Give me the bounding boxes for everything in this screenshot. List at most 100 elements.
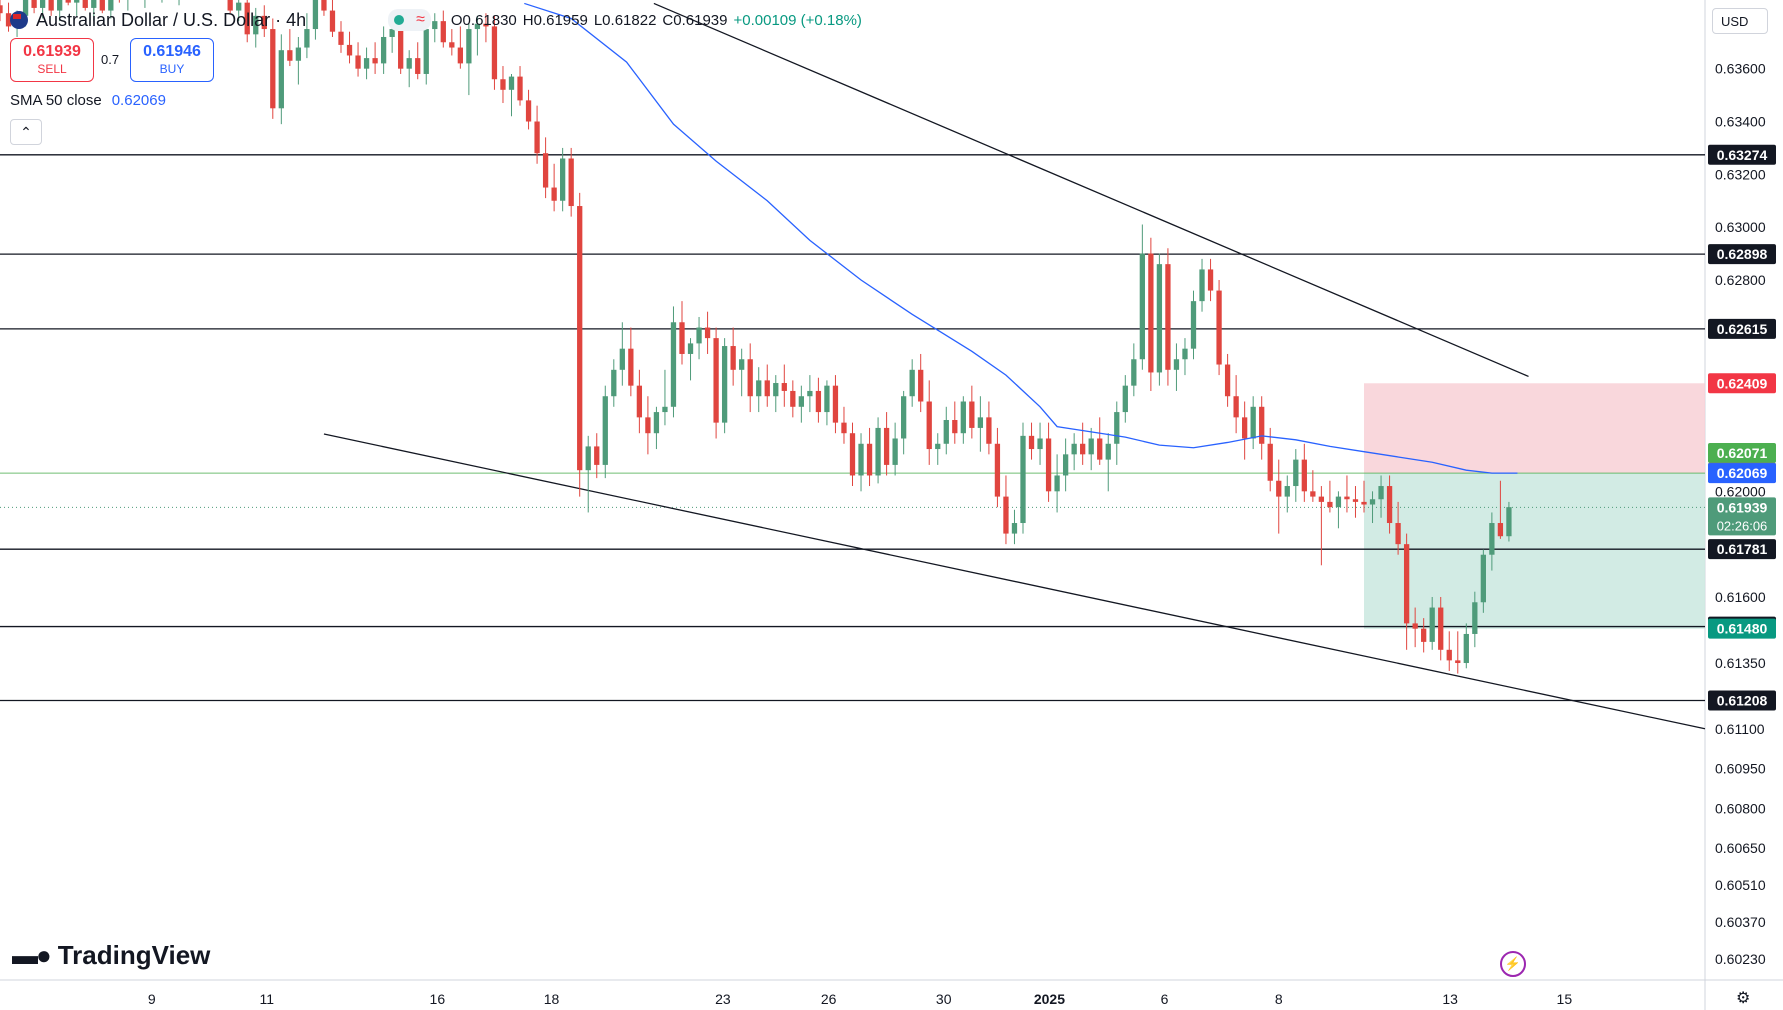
tradingview-logo[interactable]: ▬● TradingView bbox=[12, 940, 210, 971]
candle-body bbox=[542, 153, 549, 188]
symbol-title[interactable]: Australian Dollar / U.S. Dollar · 4h bbox=[36, 9, 307, 30]
candle-body bbox=[91, 0, 97, 8]
wave-icon: ≈ bbox=[416, 11, 425, 28]
candle-body bbox=[858, 443, 864, 476]
candle-body bbox=[1497, 523, 1504, 537]
candle-body bbox=[568, 158, 574, 207]
candle-body bbox=[1403, 544, 1410, 624]
candle-body bbox=[22, 0, 29, 16]
time-axis: 9 11 16 18 23 26 30 2025 6 8 13 15 bbox=[148, 991, 1572, 1007]
candle-body bbox=[432, 21, 438, 30]
candle-body bbox=[986, 417, 992, 444]
candle-body bbox=[1250, 406, 1256, 439]
candle-body bbox=[57, 0, 63, 11]
countdown-text: 02:26:06 bbox=[1717, 518, 1768, 533]
candle-body bbox=[1148, 253, 1154, 373]
candle-body bbox=[1335, 496, 1342, 508]
candle-body bbox=[926, 401, 932, 450]
candle-body bbox=[1412, 623, 1418, 629]
candle-body bbox=[662, 406, 668, 413]
candle-body bbox=[380, 36, 387, 64]
candle-body bbox=[1182, 348, 1188, 360]
candle-body bbox=[295, 47, 302, 61]
candle-body bbox=[901, 396, 907, 439]
buy-button[interactable]: 0.61946 BUY bbox=[130, 38, 214, 82]
sell-price: 0.61939 bbox=[23, 43, 81, 60]
candle-body bbox=[1369, 499, 1376, 505]
candle-body bbox=[1054, 475, 1060, 492]
candle-body bbox=[398, 29, 404, 69]
price-tick-label: 0.62000 bbox=[1715, 483, 1766, 499]
candle-body bbox=[1131, 359, 1137, 386]
candle-body bbox=[798, 396, 804, 407]
candle-body bbox=[1438, 607, 1444, 650]
candle-body bbox=[483, 23, 489, 27]
status-indicators[interactable]: ≈ bbox=[388, 9, 431, 31]
lightning-icon[interactable]: ⚡ bbox=[1500, 951, 1526, 977]
candle-body bbox=[1463, 633, 1469, 664]
price-tag-text: 0.62409 bbox=[1717, 375, 1768, 391]
candle-body bbox=[611, 369, 617, 397]
candle-body bbox=[730, 346, 736, 370]
candle-body bbox=[636, 385, 643, 418]
candle-body bbox=[1114, 412, 1120, 444]
price-tick-label: 0.62800 bbox=[1715, 272, 1766, 288]
candle-body bbox=[1327, 501, 1333, 508]
candle-body bbox=[824, 385, 830, 413]
candle-body bbox=[329, 10, 336, 32]
candle-body bbox=[1207, 269, 1214, 291]
price-tick-label: 0.63200 bbox=[1715, 166, 1766, 182]
candle-body bbox=[943, 420, 949, 444]
candle-body bbox=[1224, 364, 1231, 397]
collapse-legend-button[interactable]: ⌃ bbox=[10, 119, 42, 145]
price-tick-label: 0.60650 bbox=[1715, 840, 1766, 856]
ohlc-readout: O0.61830 H0.61959 L0.61822 C0.61939 +0.0… bbox=[451, 12, 862, 29]
time-tick-label: 16 bbox=[430, 991, 446, 1007]
candle-body bbox=[645, 417, 651, 434]
ohlc-close: C0.61939 bbox=[662, 11, 728, 29]
candle-body bbox=[849, 433, 856, 476]
candle-body bbox=[1352, 499, 1359, 502]
level-tag-box bbox=[1708, 690, 1776, 711]
candle-body bbox=[1446, 649, 1452, 661]
candle-body bbox=[1386, 486, 1393, 524]
buy-price: 0.61946 bbox=[143, 43, 201, 60]
sell-button[interactable]: 0.61939 SELL bbox=[10, 38, 94, 82]
candle-body bbox=[363, 58, 370, 69]
market-open-icon bbox=[394, 15, 405, 25]
candle-body bbox=[31, 0, 37, 8]
candle-body bbox=[1301, 459, 1307, 492]
candle-body bbox=[270, 29, 276, 109]
candle-body bbox=[1037, 438, 1043, 450]
candle-body bbox=[287, 50, 293, 61]
settings-icon[interactable]: ⚙ bbox=[1736, 990, 1751, 1007]
candle-body bbox=[253, 15, 259, 35]
spread-value: 0.7 bbox=[101, 52, 120, 67]
candle-body bbox=[909, 369, 915, 397]
take-profit-zone bbox=[1364, 473, 1705, 629]
candle-body bbox=[474, 23, 481, 30]
candle-body bbox=[1122, 385, 1128, 413]
candle-body bbox=[1190, 301, 1197, 349]
candle-body bbox=[355, 55, 361, 69]
candle-body bbox=[577, 206, 583, 471]
candle-body bbox=[670, 322, 677, 407]
candle-body bbox=[679, 322, 685, 354]
candle-body bbox=[841, 422, 847, 434]
candle-body bbox=[525, 100, 532, 122]
candles bbox=[0, 0, 1512, 674]
candle-body bbox=[82, 0, 88, 8]
currency-selector[interactable]: USD bbox=[1712, 8, 1768, 34]
price-tag-text: 0.62071 bbox=[1717, 445, 1768, 461]
candle-body bbox=[704, 327, 711, 339]
indicator-legend[interactable]: SMA 50 close 0.62069 bbox=[10, 92, 166, 109]
candle-body bbox=[312, 0, 319, 30]
price-tag-box bbox=[1708, 497, 1776, 536]
candle-body bbox=[534, 121, 540, 154]
candle-body bbox=[1062, 454, 1069, 476]
candle-body bbox=[304, 29, 310, 48]
candle-body bbox=[1139, 253, 1145, 360]
candle-body bbox=[423, 29, 429, 74]
candle-body bbox=[236, 2, 242, 11]
